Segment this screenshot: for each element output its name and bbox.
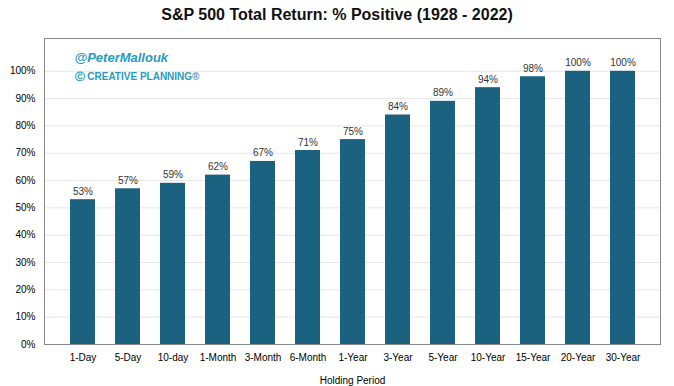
svg-text:1-Month: 1-Month	[200, 352, 237, 363]
svg-text:100%: 100%	[565, 57, 591, 68]
svg-text:5-Day: 5-Day	[115, 352, 142, 363]
svg-text:@PeterMallouk: @PeterMallouk	[75, 50, 169, 65]
svg-text:100%: 100%	[610, 57, 636, 68]
svg-text:20-Year: 20-Year	[561, 352, 596, 363]
svg-text:15-Year: 15-Year	[516, 352, 551, 363]
svg-text:94%: 94%	[478, 74, 498, 85]
svg-text:30-Year: 30-Year	[606, 352, 641, 363]
svg-text:75%: 75%	[343, 126, 363, 137]
svg-text:6-Month: 6-Month	[290, 352, 327, 363]
svg-text:0%: 0%	[21, 339, 36, 350]
svg-text:1-Year: 1-Year	[338, 352, 368, 363]
svg-text:100%: 100%	[10, 65, 36, 76]
svg-text:71%: 71%	[298, 137, 318, 148]
svg-text:80%: 80%	[15, 120, 35, 131]
svg-text:89%: 89%	[433, 87, 453, 98]
svg-text:5-Year: 5-Year	[428, 352, 458, 363]
svg-text:3-Month: 3-Month	[245, 352, 282, 363]
svg-text:62%: 62%	[208, 161, 228, 172]
svg-text:Ⓒ CREATIVE PLANNING®: Ⓒ CREATIVE PLANNING®	[75, 71, 201, 82]
svg-text:3-Year: 3-Year	[383, 352, 413, 363]
svg-text:53%: 53%	[73, 186, 93, 197]
svg-text:59%: 59%	[163, 169, 183, 180]
svg-text:10%: 10%	[15, 311, 35, 322]
svg-text:84%: 84%	[388, 101, 408, 112]
svg-text:60%: 60%	[15, 175, 35, 186]
svg-text:98%: 98%	[523, 63, 543, 74]
svg-text:50%: 50%	[15, 202, 35, 213]
svg-text:67%: 67%	[253, 147, 273, 158]
svg-text:10-Year: 10-Year	[471, 352, 506, 363]
svg-text:90%: 90%	[15, 93, 35, 104]
svg-text:20%: 20%	[15, 284, 35, 295]
svg-text:Holding Period: Holding Period	[320, 375, 386, 386]
svg-text:1-Day: 1-Day	[70, 352, 97, 363]
svg-text:57%: 57%	[118, 175, 138, 186]
svg-text:70%: 70%	[15, 147, 35, 158]
svg-text:30%: 30%	[15, 257, 35, 268]
html-text:S&P 500 Total Return: % Positi: S&P 500 Total Return: % Positive (1928 -…	[161, 6, 513, 23]
svg-text:40%: 40%	[15, 229, 35, 240]
svg-text:10-day: 10-day	[158, 352, 189, 363]
